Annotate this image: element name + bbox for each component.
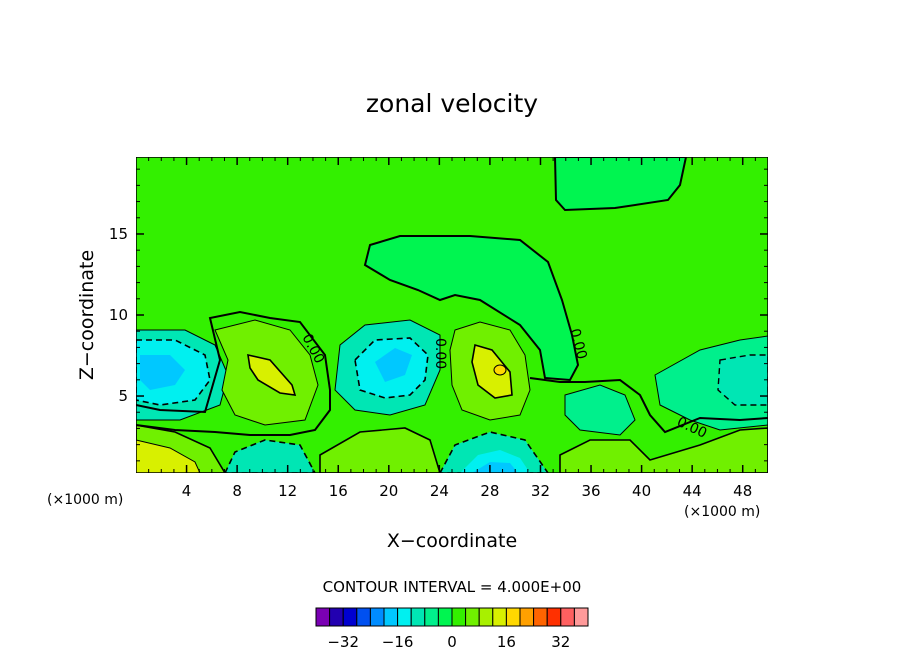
colorbar-label-0: 0 xyxy=(447,633,457,651)
y-tick-label-5: 5 xyxy=(118,387,128,405)
x-tick-label-44: 44 xyxy=(683,482,702,500)
colorbar-swatch xyxy=(397,607,412,627)
x-tick-label-12: 12 xyxy=(278,482,297,500)
y-tick-label-15: 15 xyxy=(109,225,128,243)
contour-region-upper-right xyxy=(553,157,688,212)
plot-area xyxy=(136,157,768,473)
contour-cell-right-negative xyxy=(564,384,636,436)
contour-band-lower-right-positive xyxy=(559,427,768,473)
contour-cell-center-negative-core xyxy=(375,348,412,382)
contour-interval-text: CONTOUR INTERVAL = 4.000E+00 xyxy=(323,578,582,596)
contour-peak-center-positive xyxy=(493,364,507,376)
contour-label-zero-3: 0.00 xyxy=(566,327,590,361)
contour-band-lower-center-positive xyxy=(319,427,441,473)
colorbar-swatch xyxy=(410,607,426,627)
y-tick-label-10: 10 xyxy=(109,306,128,324)
x-axis-unit-right: (×1000 m) xyxy=(684,504,760,520)
contour-cell-center-positive-core xyxy=(471,343,513,399)
colorbar-swatch xyxy=(573,607,589,627)
x-tick-label-48: 48 xyxy=(733,482,752,500)
x-tick-label-36: 36 xyxy=(581,482,600,500)
colorbar-swatch xyxy=(383,607,399,627)
x-tick-label-40: 40 xyxy=(632,482,651,500)
x-tick-label-32: 32 xyxy=(531,482,550,500)
colorbar-label-16: 16 xyxy=(497,633,516,651)
colorbar-swatch xyxy=(560,607,575,627)
x-tick-label-8: 8 xyxy=(232,482,242,500)
contour-region-plume xyxy=(363,235,580,382)
background-field xyxy=(136,157,768,473)
x-axis-title: X−coordinate xyxy=(387,530,517,552)
contour-cell-lower-left-negative xyxy=(224,439,316,473)
colorbar-swatch xyxy=(478,607,494,627)
x-tick-label-28: 28 xyxy=(480,482,499,500)
contour-cell-lower-center-negative-peak xyxy=(472,462,518,473)
contour-band-lower-positive-core xyxy=(136,439,201,473)
contour-cell-left-negative-core xyxy=(140,355,185,390)
colorbar-swatch xyxy=(519,607,535,627)
colorbar-swatch xyxy=(356,607,371,627)
colorbar-swatch xyxy=(505,607,521,627)
zero-contour-left xyxy=(136,310,331,436)
y-axis-title: Z−coordinate xyxy=(76,250,98,380)
x-tick-label-20: 20 xyxy=(379,482,398,500)
chart-title: zonal velocity xyxy=(366,89,538,118)
contour-cell-left-positive-core xyxy=(247,353,297,396)
zero-contour-right xyxy=(529,377,768,434)
x-axis-unit-left: (×1000 m) xyxy=(47,492,123,508)
colorbar-swatch xyxy=(492,607,507,627)
x-tick-label-4: 4 xyxy=(182,482,192,500)
colorbar-swatch xyxy=(424,607,439,627)
contour-cell-far-right-negative-inner xyxy=(717,354,768,406)
colorbar-swatch xyxy=(369,607,385,627)
contour-label-zero-2: 0.00 xyxy=(432,338,448,369)
x-tick-label-16: 16 xyxy=(329,482,348,500)
colorbar-swatch xyxy=(533,607,548,627)
colorbar-swatch xyxy=(546,607,562,627)
colorbar-swatch xyxy=(465,607,480,627)
x-tick-label-24: 24 xyxy=(430,482,449,500)
colorbar-swatch xyxy=(315,607,331,627)
colorbar-swatch xyxy=(329,607,344,627)
colorbar: −32 −16 0 16 32 xyxy=(315,607,589,651)
colorbar-swatch xyxy=(342,607,358,627)
colorbar-swatch xyxy=(437,607,453,627)
colorbar-label-32: 32 xyxy=(551,633,570,651)
colorbar-label--16: −16 xyxy=(382,633,414,651)
colorbar-swatch xyxy=(451,607,467,627)
colorbar-label--32: −32 xyxy=(327,633,359,651)
